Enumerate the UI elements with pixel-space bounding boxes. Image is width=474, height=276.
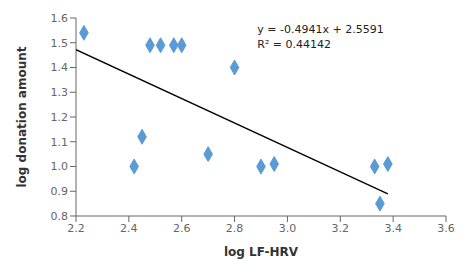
svg-text:3.6: 3.6 [437, 222, 455, 235]
svg-text:3.0: 3.0 [279, 222, 297, 235]
svg-text:1.2: 1.2 [51, 111, 69, 124]
svg-text:1.4: 1.4 [51, 61, 69, 74]
svg-text:1.1: 1.1 [51, 136, 69, 149]
svg-text:2.6: 2.6 [173, 222, 191, 235]
svg-text:1.0: 1.0 [51, 160, 69, 173]
svg-text:2.8: 2.8 [226, 222, 244, 235]
html-text:y = -0.4941x + 2.5591: y = -0.4941x + 2.5591 [257, 23, 384, 36]
svg-text:3.4: 3.4 [384, 222, 402, 235]
svg-text:log donation amount: log donation amount [15, 46, 29, 187]
html-text:R² = 0.44142: R² = 0.44142 [257, 38, 332, 51]
svg-text:1.3: 1.3 [51, 86, 69, 99]
svg-text:1.6: 1.6 [51, 12, 69, 25]
svg-text:0.9: 0.9 [51, 185, 69, 198]
svg-text:0.8: 0.8 [51, 210, 69, 223]
svg-text:2.4: 2.4 [120, 222, 138, 235]
svg-text:2.2: 2.2 [67, 222, 85, 235]
svg-text:log LF-HRV: log LF-HRV [224, 245, 299, 259]
svg-text:3.2: 3.2 [332, 222, 350, 235]
svg-text:1.5: 1.5 [51, 37, 69, 50]
